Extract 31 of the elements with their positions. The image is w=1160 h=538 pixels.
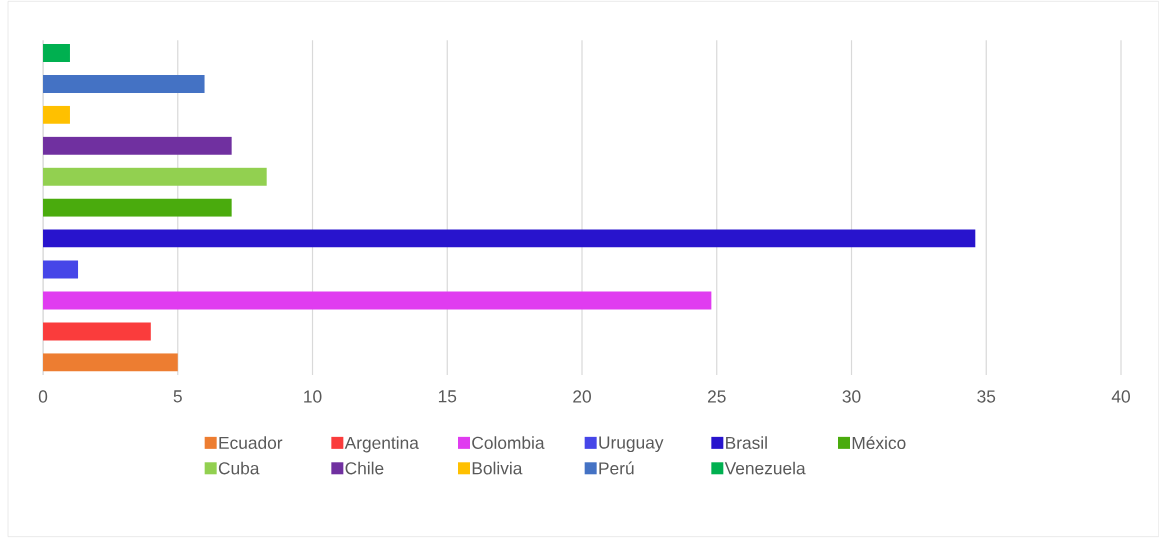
x-tick-label: 35 xyxy=(977,390,996,403)
x-tick-label: 30 xyxy=(842,390,861,403)
bar xyxy=(43,43,70,62)
legend-label: Colombia xyxy=(472,436,545,449)
bar xyxy=(43,167,267,186)
legend-label: Brasil xyxy=(726,436,767,449)
legend-label: Bolivia xyxy=(472,461,523,475)
legend-label: Argentina xyxy=(344,436,419,453)
x-tick-label: 10 xyxy=(304,390,322,403)
legend-label: Chile xyxy=(345,461,384,475)
bar xyxy=(43,229,976,248)
x-tick-label: 15 xyxy=(438,390,457,403)
legend-label: Ecuador xyxy=(219,436,283,449)
legend-label: Uruguay xyxy=(599,436,664,453)
bar xyxy=(43,136,232,155)
legend-label: Perú xyxy=(599,461,634,475)
x-tick-label: 0 xyxy=(38,390,48,403)
x-tick-label: 40 xyxy=(1111,390,1130,403)
bar xyxy=(43,105,70,124)
legend-label: Venezuela xyxy=(724,461,806,475)
bar xyxy=(43,74,205,93)
legend-label: México xyxy=(852,436,906,450)
legend-label: Cuba xyxy=(218,461,260,475)
x-tick-label: 25 xyxy=(707,390,726,403)
x-tick-label: 20 xyxy=(573,390,591,403)
bar xyxy=(43,260,79,279)
x-tick-label: 5 xyxy=(173,390,182,403)
bar xyxy=(43,322,151,341)
bar xyxy=(43,353,178,372)
bar xyxy=(43,198,232,217)
bar xyxy=(43,291,712,310)
